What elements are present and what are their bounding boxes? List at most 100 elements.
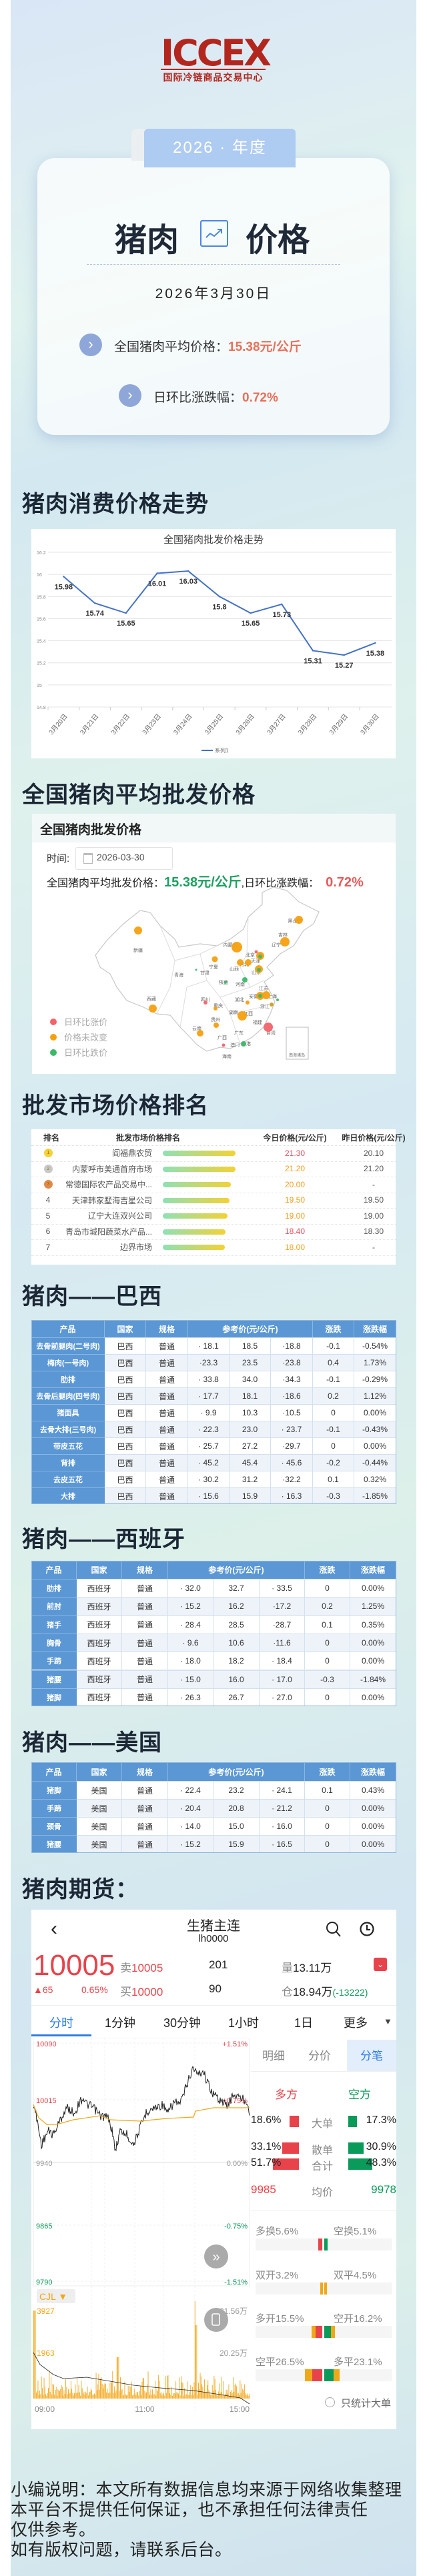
- today-price: 21.30: [284, 1148, 306, 1158]
- table-cell: 0.2: [313, 1387, 354, 1404]
- short-flow-bar: [348, 2142, 364, 2154]
- side-tab-1[interactable]: 分价: [308, 2050, 331, 2062]
- volume-bar: [73, 2395, 74, 2399]
- trend-chart-svg: 全国猪肉批发价格走势 14.8 15 15.2 15.4 15.6 15.8 16 16.2 3月…: [37, 534, 392, 754]
- volume-bar: [190, 2385, 191, 2399]
- volume-bar: [77, 2393, 79, 2399]
- table-cell: 0.00%: [350, 1579, 396, 1597]
- expand-chevron-down-icon[interactable]: ⌄: [374, 1958, 387, 1971]
- province-label: 青海: [174, 972, 183, 978]
- province-label: 陕西: [219, 979, 228, 985]
- product-name: 背排: [31, 1454, 105, 1471]
- volume-bar: [177, 2393, 178, 2399]
- volume-bar: [133, 2395, 134, 2399]
- legend-label: 系列1: [215, 747, 229, 754]
- province-label: 贵州: [211, 1017, 220, 1023]
- data-point: [281, 603, 283, 606]
- date-picker[interactable]: 2026-03-30: [75, 847, 173, 870]
- stat-right: 多平23.1%: [334, 2357, 382, 2368]
- hero-card: [37, 158, 390, 435]
- section-title-trend: 猪肉消费价格走势: [22, 492, 209, 517]
- volume-bar: [42, 2388, 43, 2399]
- table-cell: 巴西: [105, 1387, 146, 1404]
- back-icon[interactable]: ‹: [51, 1918, 57, 1940]
- volume-bar: [195, 2325, 196, 2399]
- volume-bar: [67, 2394, 68, 2399]
- intraday-chart[interactable]: 10090 10015 9940 9865 9790 +1.51% +0.75% 0.00% -…: [31, 2038, 250, 2418]
- product-name: 猪脚: [31, 1781, 77, 1799]
- table-cell: 巴西: [105, 1354, 146, 1371]
- price-dot: [149, 1005, 157, 1013]
- average-price-line: [33, 2104, 250, 2125]
- table-cell: · 27.0: [260, 1688, 305, 1707]
- table-cell: 27.2: [230, 1437, 271, 1454]
- tab-0[interactable]: 分时: [49, 2016, 73, 2030]
- province-label: 福建: [253, 1019, 262, 1025]
- more-dropdown-icon[interactable]: ▼: [384, 2016, 392, 2026]
- price-dot: [214, 1007, 218, 1011]
- history-clock-icon[interactable]: [359, 1921, 375, 1937]
- medal-icon: 1: [44, 1149, 53, 1157]
- market-name: 青岛市城阳蔬菜水产品...: [65, 1227, 152, 1237]
- price-dot: [238, 1011, 247, 1021]
- search-icon[interactable]: [326, 1921, 341, 1938]
- table-cell: 0: [305, 1799, 350, 1817]
- table-cell: · 9.6: [168, 1633, 214, 1652]
- table-cell: 普通: [146, 1337, 188, 1354]
- table-cell: 0.43%: [350, 1781, 396, 1799]
- last-price: 10005: [33, 1949, 115, 1982]
- chevron-right-icon: ›: [119, 384, 141, 407]
- wholesale-change-value: 0.72%: [326, 875, 364, 890]
- table-cell: 0.00%: [350, 1799, 396, 1817]
- province-label: 辽宁: [272, 942, 281, 948]
- table-cell: 西班牙: [77, 1652, 122, 1670]
- table-cell: 普通: [122, 1579, 168, 1597]
- volume-bar: [220, 2391, 222, 2399]
- volume-bar: [207, 2380, 209, 2399]
- tab-4[interactable]: 1日: [294, 2016, 313, 2030]
- tab-1[interactable]: 1分钟: [104, 2016, 135, 2030]
- expand-double-chevron-icon[interactable]: [204, 2244, 228, 2269]
- only-big-orders-radio[interactable]: [325, 2397, 335, 2407]
- change-line: 日环比涨跌幅：0.72%: [153, 388, 278, 406]
- volume-bar: [189, 2391, 190, 2399]
- price-axis-label: 10090: [36, 2040, 57, 2048]
- province-label: 澳门: [230, 1042, 240, 1048]
- rank-number: 6: [45, 1227, 51, 1236]
- price-change: ▲65: [33, 1984, 53, 1995]
- table-cell: · 28.4: [168, 1615, 214, 1634]
- volume-bar: [80, 2395, 81, 2399]
- tab-2[interactable]: 30分钟: [163, 2016, 201, 2030]
- table-cell: 西班牙: [77, 1670, 122, 1688]
- table-cell: 普通: [122, 1615, 168, 1634]
- volume-bar: [71, 2389, 73, 2399]
- indicator-selector: [37, 2289, 75, 2303]
- x-tick-label: 3月27日: [266, 712, 288, 736]
- province-label: 内蒙古: [224, 942, 238, 948]
- volume-bar: [240, 2393, 242, 2399]
- table-header-col-change-pct: 涨跌幅: [350, 1762, 396, 1781]
- province-label: 上海: [268, 993, 277, 999]
- volume-bar: [158, 2375, 159, 2399]
- yesterday-price: 18.30: [363, 1227, 384, 1236]
- table-cell: · 15.2: [168, 1835, 214, 1853]
- table-header-col-change: 涨跌: [305, 1561, 350, 1579]
- side-tab-0[interactable]: 明细: [262, 2050, 285, 2062]
- legend-dot: [50, 1049, 57, 1056]
- tab-5[interactable]: 更多: [344, 2016, 368, 2030]
- table-cell: 0.2: [305, 1597, 350, 1616]
- volume-bar: [198, 2383, 199, 2399]
- side-tab-2[interactable]: 分笔: [360, 2050, 383, 2062]
- data-label: 15.73: [273, 611, 292, 619]
- volume-bar: [68, 2389, 69, 2399]
- table-cell: 16.2: [214, 1597, 260, 1616]
- tab-3[interactable]: 1小时: [228, 2016, 259, 2030]
- legend-label: 日环比跌价: [64, 1048, 107, 1058]
- futures-title: 生猪主连: [187, 1919, 240, 1934]
- table-cell: 普通: [122, 1688, 168, 1707]
- rotate-screen-icon[interactable]: [204, 2308, 228, 2332]
- time-axis-label: 09:00: [35, 2405, 55, 2414]
- table-cell: ·29.7: [271, 1437, 313, 1454]
- volume-bar: [79, 2392, 80, 2399]
- province-label: 江西: [244, 1011, 253, 1017]
